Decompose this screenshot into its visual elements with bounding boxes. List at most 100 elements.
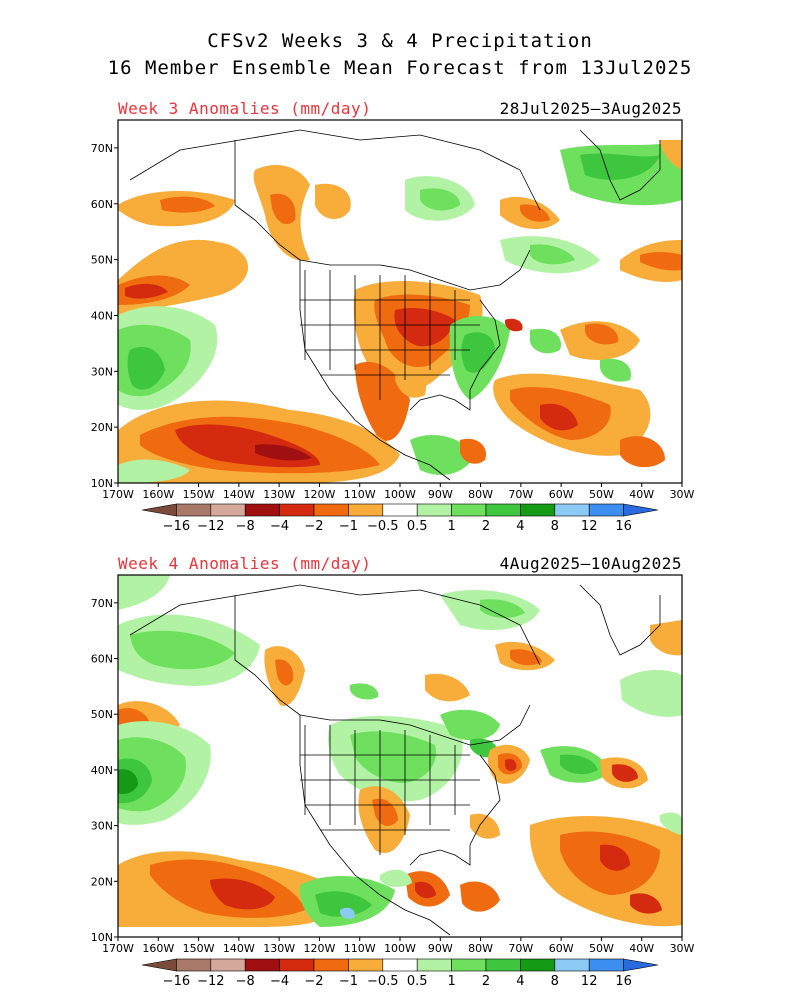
colorbar-swatch (279, 503, 315, 517)
colorbar-swatch (141, 958, 177, 972)
lon-tick-label: 60W (549, 488, 574, 500)
lon-tick-label: 170W (102, 488, 134, 500)
lon-tick-label: 90W (428, 942, 453, 955)
lon-tick-label: 150W (183, 942, 215, 955)
colorbar-tick-label: 0.5 (407, 519, 428, 534)
lat-tick-label: 20N (91, 421, 113, 434)
lon-tick-label: 60W (549, 942, 574, 955)
colorbar-tick-label: −8 (236, 519, 255, 534)
colorbar-swatch (313, 958, 349, 972)
colorbar-tick-label: 0.5 (407, 974, 428, 989)
colorbar-swatch (485, 958, 521, 972)
colorbar-swatch (210, 503, 246, 517)
colorbar-swatch (554, 503, 590, 517)
colorbar-swatch (588, 958, 624, 972)
colorbar-tick-label: 12 (581, 519, 598, 534)
panel-2-dates: 4Aug2025—10Aug2025 (499, 554, 682, 573)
lon-tick-label: 50W (589, 488, 614, 500)
colorbar-swatch (244, 958, 280, 972)
lon-tick-label: 50W (589, 942, 614, 955)
lon-tick-label: 110W (344, 942, 376, 955)
lat-tick-label: 10N (91, 931, 113, 944)
lon-tick-label: 80W (468, 488, 493, 500)
colorbar-tick-label: 1 (447, 519, 455, 534)
colorbar-tick-label: −2 (304, 519, 323, 534)
lon-tick-label: 160W (142, 488, 174, 500)
colorbar-swatch (520, 503, 556, 517)
colorbar-swatch (485, 503, 521, 517)
lon-tick-label: 70W (508, 942, 533, 955)
colorbar-swatch (451, 958, 487, 972)
colorbar-swatch (348, 503, 384, 517)
lat-tick-label: 70N (91, 597, 113, 610)
lon-tick-label: 100W (384, 488, 416, 500)
colorbar-swatch (210, 958, 246, 972)
colorbar-swatch (382, 503, 418, 517)
colorbar-swatch (416, 503, 452, 517)
lon-tick-label: 130W (263, 488, 295, 500)
lon-tick-label: 110W (344, 488, 376, 500)
colorbar-swatch (520, 958, 556, 972)
colorbar-swatch (348, 958, 384, 972)
lon-tick-label: 40W (629, 942, 654, 955)
lon-tick-label: 150W (183, 488, 215, 500)
colorbar-swatch (279, 958, 315, 972)
lon-tick-label: 30W (670, 942, 695, 955)
lon-tick-label: 130W (263, 942, 295, 955)
coastline-week3 (129, 129, 661, 481)
colorbar-swatch (623, 503, 659, 517)
colorbar-tick-label: −8 (236, 974, 255, 989)
lat-tick-label: 50N (91, 708, 113, 721)
colorbar-swatch (176, 958, 212, 972)
lat-tick-label: 60N (91, 653, 113, 666)
anomaly-field-week3 (118, 140, 682, 483)
lat-tick-label: 40N (91, 764, 113, 777)
lat-tick-label: 40N (91, 309, 113, 322)
lat-tick-label: 10N (91, 477, 113, 490)
colorbar-swatch (588, 503, 624, 517)
colorbar-tick-label: 8 (551, 974, 559, 989)
colorbar-week3: −16 −12 −8 −4 −2 −1 −0.5 0.5 1 2 4 8 12 16 (141, 503, 659, 534)
colorbar-tick-label: −4 (270, 974, 289, 989)
colorbar-swatch (382, 958, 418, 972)
colorbar-tick-label: −16 (163, 974, 190, 989)
colorbar-tick-label: 1 (447, 974, 455, 989)
coastline-week4 (129, 584, 661, 936)
lat-tick-label: 50N (91, 254, 113, 267)
lat-tick-label: 20N (91, 875, 113, 888)
colorbar-swatch (451, 503, 487, 517)
colorbar-tick-label: 16 (615, 519, 632, 534)
colorbar-tick-label: 2 (482, 974, 490, 989)
lon-tick-label: 170W (102, 942, 134, 955)
lon-tick-label: 40W (629, 488, 654, 500)
figure-title-line1: CFSv2 Weeks 3 & 4 Precipitation (207, 30, 593, 52)
lon-tick-label: 30W (670, 488, 695, 500)
lon-tick-label: 120W (303, 942, 335, 955)
colorbar-swatch (313, 503, 349, 517)
colorbar-tick-label: −12 (197, 519, 224, 534)
lon-tick-label: 160W (142, 942, 174, 955)
colorbar-swatch (244, 503, 280, 517)
colorbar-tick-label: −1 (339, 974, 358, 989)
lat-tick-label: 30N (91, 820, 113, 833)
colorbar-tick-label: −12 (197, 974, 224, 989)
colorbar-tick-label: 12 (581, 974, 598, 989)
colorbar-swatch (416, 958, 452, 972)
colorbar-tick-label: 8 (551, 519, 559, 534)
colorbar-tick-label: −0.5 (367, 974, 399, 989)
lon-tick-label: 120W (303, 488, 335, 500)
colorbar-tick-label: 4 (516, 519, 524, 534)
lon-tick-label: 100W (384, 942, 416, 955)
colorbar-tick-label: 16 (615, 974, 632, 989)
colorbar-tick-label: −2 (304, 974, 323, 989)
lat-tick-label: 30N (91, 365, 113, 378)
colorbar-tick-label: −0.5 (367, 519, 399, 534)
colorbar-swatch (554, 958, 590, 972)
lon-tick-label: 70W (508, 488, 533, 500)
colorbar-tick-label: 4 (516, 974, 524, 989)
colorbar-tick-label: −1 (339, 519, 358, 534)
